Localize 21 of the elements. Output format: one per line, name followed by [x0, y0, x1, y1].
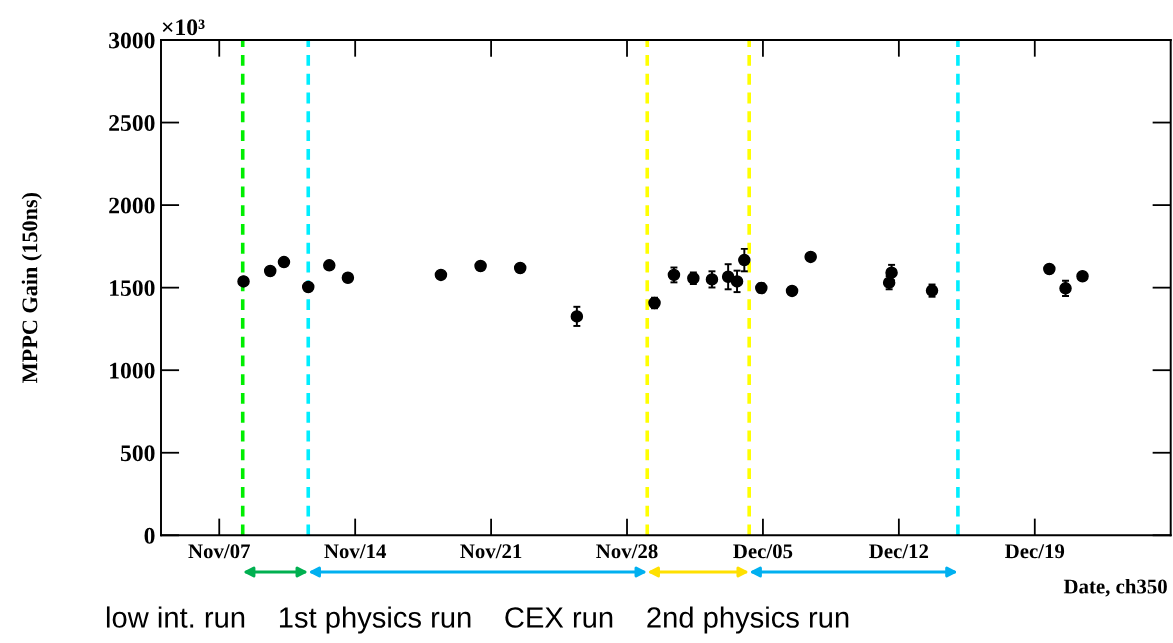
x-tick-label: Nov/14 [324, 544, 387, 559]
x-axis-title: Date, ch350 [1063, 578, 1167, 597]
text: low int. run [106, 606, 245, 628]
y-tick-label: 0 [144, 527, 155, 544]
text: CEX run [505, 607, 613, 628]
y-tick-label: 2000 [109, 197, 155, 214]
y-tick-label: 3000 [109, 32, 155, 49]
y-tick-label: 1000 [110, 362, 155, 379]
x-tick-label: Dec/12 [869, 544, 929, 559]
y-tick-label: 500 [120, 445, 155, 462]
text: 1st physics run [279, 606, 471, 634]
y-tick-label: 2500 [109, 115, 155, 131]
y-tick-label: 1500 [110, 280, 155, 297]
x-tick-label: Dec/19 [1005, 544, 1065, 559]
text: 2nd physics run [647, 606, 849, 634]
x-tick-label: Nov/07 [188, 544, 250, 559]
x-tick-label: Nov/21 [460, 544, 522, 559]
text: ×10³ [162, 19, 205, 36]
x-tick-label: Nov/28 [596, 544, 658, 559]
y-axis-title: MPPC Gain (150ns) [21, 192, 42, 383]
x-tick-label: Dec/05 [733, 544, 793, 559]
